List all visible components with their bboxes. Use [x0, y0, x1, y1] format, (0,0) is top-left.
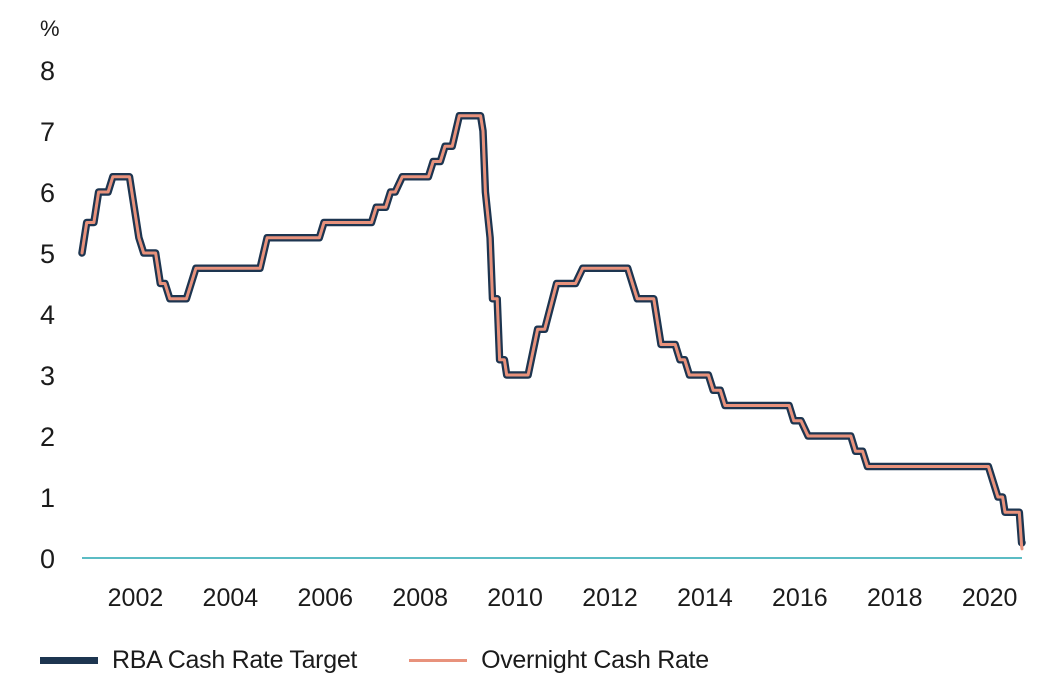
legend-item-overnight: Overnight Cash Rate	[409, 646, 709, 675]
y-tick-label: 3	[40, 361, 55, 391]
y-tick-label: 5	[40, 239, 55, 269]
series-line-target	[78, 112, 1026, 547]
legend-swatch-overnight	[409, 658, 468, 662]
legend-label-target: RBA Cash Rate Target	[112, 645, 358, 674]
y-tick-label: 4	[40, 300, 55, 330]
legend: RBA Cash Rate Target Overnight Cash Rate	[40, 643, 761, 677]
legend-item-target: RBA Cash Rate Target	[40, 646, 357, 675]
y-tick-label: 6	[40, 178, 55, 208]
y-tick-label: 7	[40, 117, 55, 147]
x-tick-label: 2002	[108, 584, 164, 612]
x-tick-label: 2020	[962, 584, 1018, 612]
y-tick-label: 0	[40, 544, 55, 574]
x-tick-label: 2014	[677, 584, 733, 612]
y-axis-ticks: 0 1 2 3 4 5 6 7 8	[40, 56, 55, 574]
x-tick-label: 2008	[392, 584, 448, 612]
series-lines	[78, 112, 1026, 551]
series-line-overnight	[80, 114, 1024, 551]
x-tick-label: 2018	[867, 584, 923, 612]
x-tick-label: 2016	[772, 584, 828, 612]
y-tick-label: 1	[40, 483, 55, 513]
x-axis-ticks: 2002 2004 2006 2008 2010 2012 2014 2016 2018 2020	[108, 584, 1018, 612]
y-tick-label: 8	[40, 56, 55, 86]
y-axis-unit: %	[40, 16, 60, 41]
x-tick-label: 2012	[582, 584, 638, 612]
x-tick-label: 2004	[203, 584, 259, 612]
legend-swatch-target	[40, 656, 98, 664]
y-tick-label: 2	[40, 422, 55, 452]
x-tick-label: 2006	[297, 584, 353, 612]
legend-label-overnight: Overnight Cash Rate	[481, 645, 709, 674]
x-tick-label: 2010	[487, 584, 543, 612]
